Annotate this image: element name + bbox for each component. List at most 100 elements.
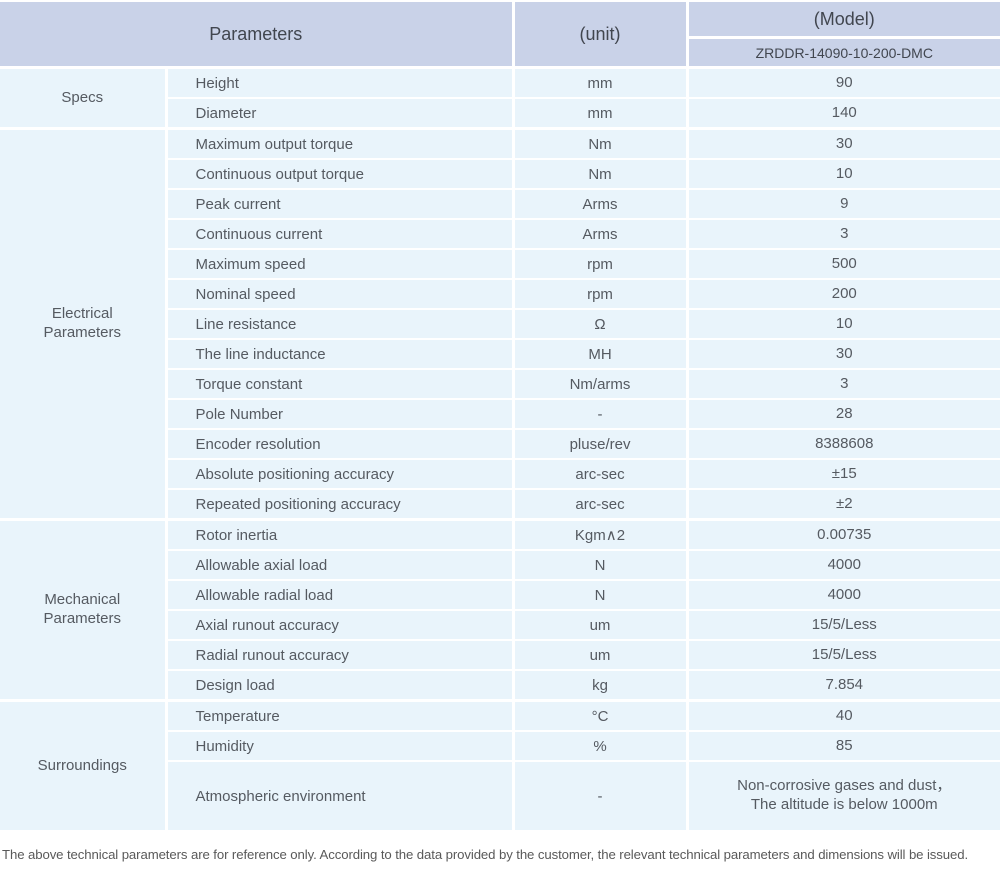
unit-cell: Ω bbox=[511, 308, 688, 339]
category-cell: Mechanical Parameters bbox=[0, 518, 166, 701]
parameter-cell: Temperature bbox=[164, 699, 514, 731]
parameter-cell: Humidity bbox=[164, 730, 514, 761]
parameter-cell: Diameter bbox=[164, 97, 514, 129]
unit-cell: Arms bbox=[511, 188, 688, 219]
parameter-cell: Design load bbox=[164, 669, 514, 701]
unit-cell: Nm bbox=[511, 127, 688, 159]
header-row-1: Parameters (unit) (Model) bbox=[0, 2, 1000, 68]
value-cell: ±2 bbox=[685, 488, 1000, 520]
table-row: Continuous current Arms 3 bbox=[0, 218, 1000, 249]
unit-cell: - bbox=[511, 398, 688, 429]
table-row: Mechanical Parameters Rotor inertia Kgm∧2 0.… bbox=[0, 518, 1000, 701]
value-cell: 90 bbox=[685, 66, 1000, 98]
parameter-cell: Continuous output torque bbox=[164, 158, 514, 189]
table-row: Humidity% 85 bbox=[0, 730, 1000, 761]
value-cell: 0.00735 bbox=[685, 518, 1000, 550]
parameter-cell: Torque constant bbox=[164, 368, 514, 399]
unit-cell: °C bbox=[511, 699, 688, 731]
table-row: Nominal speed rpm 200 bbox=[0, 278, 1000, 309]
parameters-column-header: Parameters bbox=[0, 2, 514, 68]
unit-cell: kg bbox=[511, 669, 688, 701]
value-cell: 140 bbox=[685, 97, 1000, 129]
category-label-line: Parameters bbox=[43, 324, 122, 341]
unit-cell: rpm bbox=[511, 248, 688, 279]
parameter-cell: Allowable axial load bbox=[164, 549, 514, 580]
unit-cell: mm bbox=[511, 66, 688, 98]
value-cell: 200 bbox=[685, 278, 1000, 309]
unit-cell: mm bbox=[511, 97, 688, 129]
category-cell: Electrical Parameters bbox=[0, 127, 166, 520]
parameter-cell: Line resistance bbox=[164, 308, 514, 339]
value-cell: Non-corrosive gases and dust， The altitud… bbox=[685, 760, 1000, 830]
unit-cell: pluse/rev bbox=[511, 428, 688, 459]
parameter-cell: Encoder resolution bbox=[164, 428, 514, 459]
table-row: Specs Height mm 90 bbox=[0, 66, 1000, 129]
unit-cell: Arms bbox=[511, 218, 688, 249]
spec-sheet: Parameters (unit) (Model) ZRDDR-14090-10… bbox=[0, 2, 1000, 862]
value-cell: 40 bbox=[685, 699, 1000, 731]
value-cell: 15/5/Less bbox=[685, 609, 1000, 640]
parameter-cell: Radial runout accuracy bbox=[164, 639, 514, 670]
table-row: Repeated positioning accuracy arc-sec ±2 bbox=[0, 488, 1000, 520]
value-cell: 3 bbox=[685, 368, 1000, 399]
table-row: Pole Number -28 bbox=[0, 398, 1000, 429]
table-row: Maximum speed rpm 500 bbox=[0, 248, 1000, 279]
table-row: Line resistance Ω 10 bbox=[0, 308, 1000, 339]
parameter-cell: Peak current bbox=[164, 188, 514, 219]
model-number: ZRDDR-14090-10-200-DMC bbox=[685, 37, 1000, 68]
table-row: Surroundings Temperature °C 40 bbox=[0, 699, 1000, 830]
parameters-table: Parameters (unit) (Model) ZRDDR-14090-10… bbox=[0, 2, 1000, 830]
unit-cell: N bbox=[511, 549, 688, 580]
unit-cell: arc-sec bbox=[511, 488, 688, 520]
table-row: Allowable axial load N 4000 bbox=[0, 549, 1000, 580]
unit-column-header: (unit) bbox=[511, 2, 688, 68]
model-column-header: (Model) bbox=[685, 2, 1000, 39]
table-row: Electrical Parameters Maximum output torqu… bbox=[0, 127, 1000, 520]
table-row: Axial runout accuracy um 15/5/Less bbox=[0, 609, 1000, 640]
table-row: Peak current Arms 9 bbox=[0, 188, 1000, 219]
table-row: Allowable radial load N 4000 bbox=[0, 579, 1000, 610]
table-row: Diameter mm 140 bbox=[0, 97, 1000, 129]
unit-cell: N bbox=[511, 579, 688, 610]
parameter-cell: Maximum speed bbox=[164, 248, 514, 279]
value-cell: 30 bbox=[685, 338, 1000, 369]
parameter-cell: Absolute positioning accuracy bbox=[164, 458, 514, 489]
table-body: Specs Height mm 90 Diameter mm 140 Electrical Pa… bbox=[0, 66, 1000, 830]
value-cell: ±15 bbox=[685, 458, 1000, 489]
table-row: Absolute positioning accuracy arc-sec ±15 bbox=[0, 458, 1000, 489]
category-label-line: Mechanical bbox=[44, 591, 121, 609]
category-cell: Specs bbox=[0, 66, 166, 129]
parameter-cell: The line inductance bbox=[164, 338, 514, 369]
value-cell: 4000 bbox=[685, 549, 1000, 580]
value-cell: 85 bbox=[685, 730, 1000, 761]
table-row: Atmospheric environment - Non-corrosive ga… bbox=[0, 760, 1000, 830]
table-row: The line inductance MH 30 bbox=[0, 338, 1000, 369]
value-cell: 28 bbox=[685, 398, 1000, 429]
parameter-cell: Allowable radial load bbox=[164, 579, 514, 610]
value-cell: 4000 bbox=[685, 579, 1000, 610]
value-line: The altitude is below 1000m bbox=[750, 796, 938, 813]
parameter-cell: Rotor inertia bbox=[164, 518, 514, 550]
value-cell: 30 bbox=[685, 127, 1000, 159]
unit-cell: MH bbox=[511, 338, 688, 369]
unit-cell: um bbox=[511, 639, 688, 670]
unit-cell: Nm/arms bbox=[511, 368, 688, 399]
table-row: Continuous output torque Nm 10 bbox=[0, 158, 1000, 189]
unit-cell: - bbox=[511, 760, 688, 830]
value-cell: 8388608 bbox=[685, 428, 1000, 459]
table-row: Torque constant Nm/arms 3 bbox=[0, 368, 1000, 399]
category-cell: Surroundings bbox=[0, 699, 166, 830]
table-row: Design load kg 7.854 bbox=[0, 669, 1000, 701]
parameter-cell: Nominal speed bbox=[164, 278, 514, 309]
parameter-cell: Maximum output torque bbox=[164, 127, 514, 159]
unit-cell: arc-sec bbox=[511, 458, 688, 489]
value-cell: 15/5/Less bbox=[685, 639, 1000, 670]
parameter-cell: Continuous current bbox=[164, 218, 514, 249]
parameter-cell: Atmospheric environment bbox=[164, 760, 514, 830]
table-header: Parameters (unit) (Model) ZRDDR-14090-10… bbox=[0, 2, 1000, 68]
table-row: Radial runout accuracy um 15/5/Less bbox=[0, 639, 1000, 670]
unit-cell: Kgm∧2 bbox=[511, 518, 688, 550]
parameter-cell: Pole Number bbox=[164, 398, 514, 429]
value-cell: 7.854 bbox=[685, 669, 1000, 701]
unit-cell: um bbox=[511, 609, 688, 640]
